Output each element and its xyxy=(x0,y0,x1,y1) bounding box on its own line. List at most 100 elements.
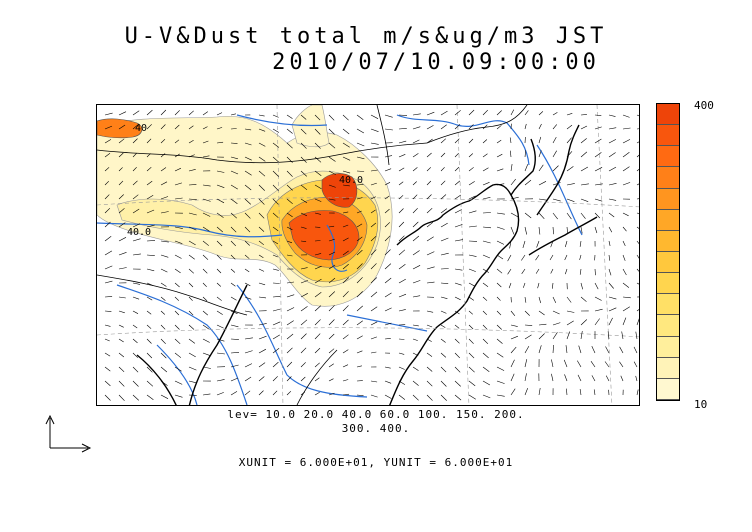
wind-arrow xyxy=(412,250,420,256)
wind-arrow xyxy=(188,140,194,144)
wind-arrow xyxy=(216,212,224,218)
wind-arrow xyxy=(188,184,197,186)
wind-arrow xyxy=(496,310,502,316)
wind-arrow xyxy=(552,344,554,354)
reference-vector-icon xyxy=(45,414,92,453)
wind-arrow xyxy=(244,128,252,131)
wind-arrow xyxy=(482,254,491,259)
wind-arrow xyxy=(300,128,307,135)
wind-arrow xyxy=(426,207,433,214)
wind-arrow xyxy=(398,309,406,312)
wind-arrow xyxy=(272,321,281,326)
wind-arrow xyxy=(314,170,322,176)
wind-arrow xyxy=(538,198,547,201)
wind-arrow xyxy=(314,114,321,121)
wind-arrow xyxy=(202,366,211,369)
wind-arrow xyxy=(384,380,392,384)
wind-arrow xyxy=(594,152,602,158)
wind-arrow xyxy=(188,380,197,384)
wind-arrow xyxy=(622,296,631,299)
wind-arrow xyxy=(454,338,460,344)
wind-arrow xyxy=(202,140,209,144)
wind-arrow xyxy=(342,114,349,121)
wind-arrow xyxy=(370,321,378,326)
wind-arrow xyxy=(356,365,362,368)
wind-arrow xyxy=(426,394,433,401)
wind-arrow xyxy=(230,254,236,260)
wind-arrow xyxy=(160,394,169,399)
wind-arrow xyxy=(538,333,545,340)
wind-arrow xyxy=(314,198,322,202)
wind-arrow xyxy=(454,239,463,242)
wind-arrow xyxy=(174,338,181,345)
wind-arrow xyxy=(454,138,460,144)
wind-arrow xyxy=(300,240,307,242)
wind-arrow xyxy=(118,267,127,270)
wind-arrow xyxy=(566,388,568,396)
wind-arrow xyxy=(160,240,169,243)
wind-arrow xyxy=(342,250,349,256)
wind-arrow xyxy=(622,166,630,172)
wind-arrow xyxy=(496,125,502,130)
wind-arrow xyxy=(132,194,139,200)
wind-arrow xyxy=(342,291,349,298)
wind-arrow xyxy=(174,394,183,398)
wind-arrow xyxy=(342,349,349,354)
wind-arrow xyxy=(104,250,113,256)
wind-arrow xyxy=(258,226,265,232)
wind-arrow xyxy=(342,211,349,214)
wind-arrow xyxy=(286,170,293,177)
wind-arrow xyxy=(146,310,152,315)
wind-arrow xyxy=(635,375,638,382)
wind-arrow xyxy=(468,282,475,287)
wind-arrow xyxy=(440,152,446,158)
wind-arrow xyxy=(454,282,462,286)
wind-arrow xyxy=(202,198,211,202)
wind-arrow xyxy=(566,124,573,130)
wind-arrow xyxy=(524,123,527,130)
wind-arrow xyxy=(258,323,267,326)
wind-arrow xyxy=(454,180,461,186)
wind-arrow xyxy=(566,296,572,303)
wind-arrow xyxy=(552,212,558,220)
wind-arrow xyxy=(146,268,155,272)
wind-arrow xyxy=(104,338,110,342)
wind-arrow xyxy=(118,237,127,242)
wind-arrow xyxy=(174,310,180,316)
wind-arrow xyxy=(577,360,582,368)
wind-arrow xyxy=(146,240,156,242)
wind-arrow xyxy=(412,380,419,386)
wind-arrow xyxy=(468,124,474,130)
wind-arrow xyxy=(440,208,448,214)
wind-arrow xyxy=(188,296,193,301)
wind-arrow xyxy=(188,310,194,316)
wind-arrow xyxy=(202,310,208,316)
wind-arrow xyxy=(454,166,460,172)
wind-arrow xyxy=(244,240,250,246)
wind-arrow xyxy=(118,352,125,358)
wind-arrow xyxy=(605,346,610,354)
wind-arrow xyxy=(216,379,225,382)
wind-arrow xyxy=(412,235,420,242)
wind-arrow xyxy=(636,389,639,396)
wind-arrow xyxy=(174,240,183,244)
wind-arrow xyxy=(440,324,446,328)
wind-arrow xyxy=(286,361,293,368)
wind-arrow xyxy=(174,182,182,186)
wind-arrow xyxy=(118,394,125,401)
wind-arrow xyxy=(202,254,209,260)
wind-arrow xyxy=(468,210,477,214)
wind-arrow xyxy=(509,137,512,144)
wind-arrow xyxy=(188,394,197,396)
wind-arrow xyxy=(230,391,238,396)
wind-arrow xyxy=(286,240,293,244)
wind-arrow xyxy=(412,113,421,116)
wind-arrow xyxy=(230,377,239,382)
wind-arrow xyxy=(342,184,350,187)
wind-arrow xyxy=(188,240,196,246)
wind-arrow xyxy=(160,153,166,158)
colorbar-swatch xyxy=(657,315,679,337)
wind-arrow xyxy=(202,226,210,232)
wind-arrow xyxy=(482,268,490,273)
wind-arrow xyxy=(440,380,447,387)
